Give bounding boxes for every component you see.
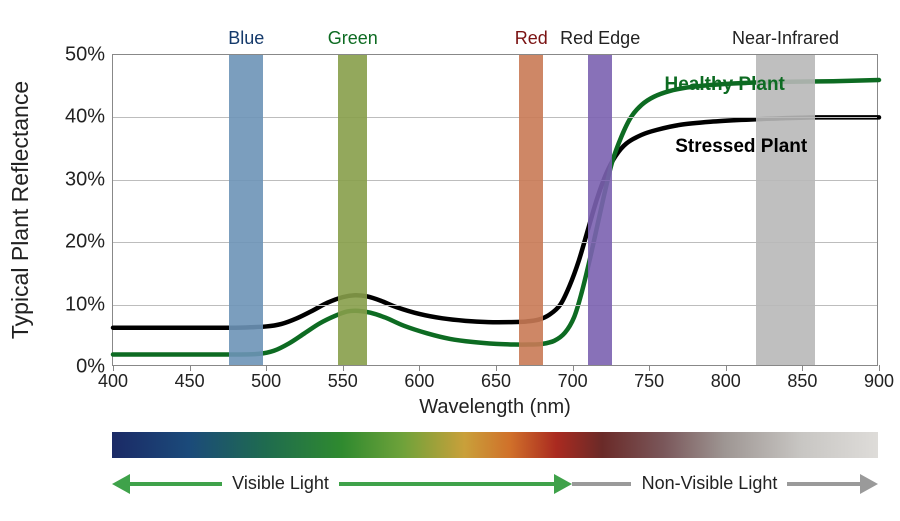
- y-tick-label: 30%: [65, 168, 105, 191]
- arrow-right-icon: [860, 474, 878, 494]
- series-label: Stressed Plant: [675, 136, 807, 158]
- x-tick-label: 650: [481, 371, 511, 392]
- chart-container: 0%10%20%30%40%50%40045050055060065070075…: [0, 0, 900, 521]
- range-bar: [572, 482, 632, 486]
- spectral-band: [756, 55, 814, 365]
- band-label: Near-Infrared: [732, 28, 839, 49]
- x-tick-label: 600: [404, 371, 434, 392]
- plot-area: 0%10%20%30%40%50%40045050055060065070075…: [112, 54, 878, 366]
- y-tick-label: 20%: [65, 231, 105, 254]
- range-label: Visible Light: [232, 473, 329, 494]
- arrow-right-icon: [554, 474, 572, 494]
- x-tick-label: 400: [98, 371, 128, 392]
- x-tick-label: 700: [558, 371, 588, 392]
- band-label: Green: [328, 28, 378, 49]
- x-tick-label: 450: [175, 371, 205, 392]
- spectral-band: [338, 55, 367, 365]
- x-tick-label: 800: [711, 371, 741, 392]
- range-row: Visible Light Non-Visible Light: [112, 473, 878, 495]
- y-axis-label: Typical Plant Reflectance: [7, 81, 34, 339]
- band-label: Red: [515, 28, 548, 49]
- x-axis-label: Wavelength (nm): [419, 396, 571, 419]
- x-tick-label: 850: [787, 371, 817, 392]
- y-tick-label: 50%: [65, 44, 105, 67]
- range-bar: [339, 482, 556, 486]
- spectral-band: [588, 55, 613, 365]
- series-label: Healthy Plant: [665, 74, 785, 96]
- range-bar: [128, 482, 222, 486]
- arrow-left-icon: [112, 474, 130, 494]
- y-tick-label: 10%: [65, 293, 105, 316]
- x-tick-label: 900: [864, 371, 894, 392]
- spectrum-bar: [112, 432, 878, 458]
- spectral-band: [229, 55, 263, 365]
- band-label: Blue: [228, 28, 264, 49]
- x-tick-label: 550: [328, 371, 358, 392]
- y-tick-label: 40%: [65, 106, 105, 129]
- band-label: Red Edge: [560, 28, 640, 49]
- x-tick-label: 500: [251, 371, 281, 392]
- spectral-band: [519, 55, 544, 365]
- range-bar: [787, 482, 862, 486]
- range-label: Non-Visible Light: [642, 473, 778, 494]
- x-tick-label: 750: [634, 371, 664, 392]
